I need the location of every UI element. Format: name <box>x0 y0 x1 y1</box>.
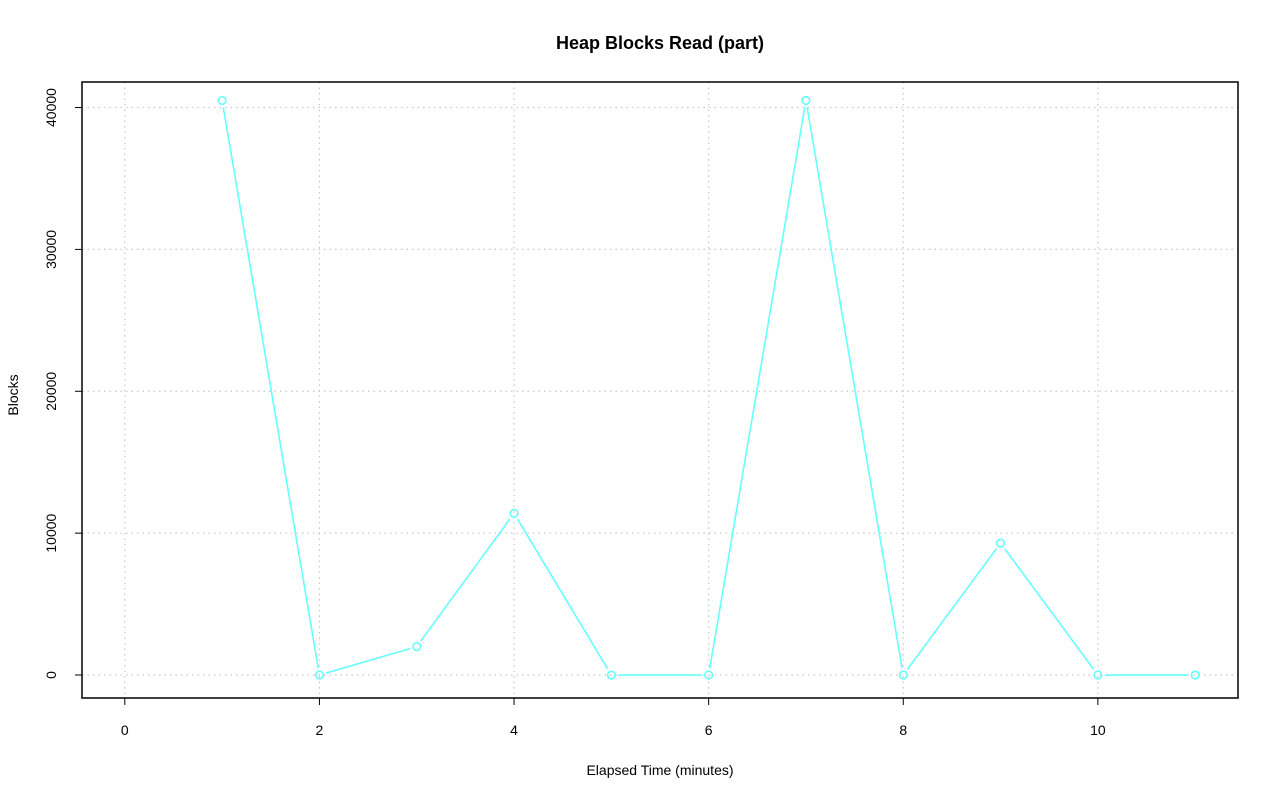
data-point <box>995 538 1006 548</box>
series-line-segment <box>906 548 998 670</box>
data-point <box>314 670 325 680</box>
series-line-segment <box>420 518 511 642</box>
series-line-segment <box>709 107 806 669</box>
plot-frame <box>81 81 1239 699</box>
y-tick-label: 0 <box>43 671 59 679</box>
data-point <box>217 95 227 106</box>
x-tick-label: 2 <box>316 722 324 738</box>
x-axis: 0 2 4 6 8 10 <box>121 697 1106 738</box>
data-point <box>606 670 616 680</box>
x-tick-label: 8 <box>899 722 907 738</box>
y-tick-label: 40000 <box>43 88 59 127</box>
y-axis-label: Blocks <box>5 374 21 415</box>
y-tick-label: 20000 <box>43 372 59 411</box>
data-point <box>898 670 908 680</box>
x-axis-label: Elapsed Time (minutes) <box>586 762 733 778</box>
x-tick-label: 10 <box>1090 722 1106 738</box>
y-tick-label: 30000 <box>43 230 59 269</box>
data-point <box>1093 670 1103 680</box>
data-point <box>509 508 519 518</box>
x-tick-label: 6 <box>705 722 713 738</box>
series-line-segment <box>1004 548 1095 670</box>
series-line-segment <box>325 647 411 674</box>
data-point <box>1190 670 1200 680</box>
series <box>217 95 1200 680</box>
x-tick-label: 4 <box>510 722 518 738</box>
data-point <box>704 670 714 680</box>
series-line-segment <box>516 518 609 670</box>
data-point <box>412 642 422 652</box>
grid <box>82 82 1238 698</box>
data-point <box>801 95 811 106</box>
series-line-segment <box>806 107 903 669</box>
x-tick-label: 0 <box>121 722 129 738</box>
series-line-segment <box>222 107 320 669</box>
chart-title: Heap Blocks Read (part) <box>556 33 764 53</box>
y-tick-label: 10000 <box>43 513 59 552</box>
y-axis: 0 10000 20000 30000 40000 <box>43 88 83 679</box>
